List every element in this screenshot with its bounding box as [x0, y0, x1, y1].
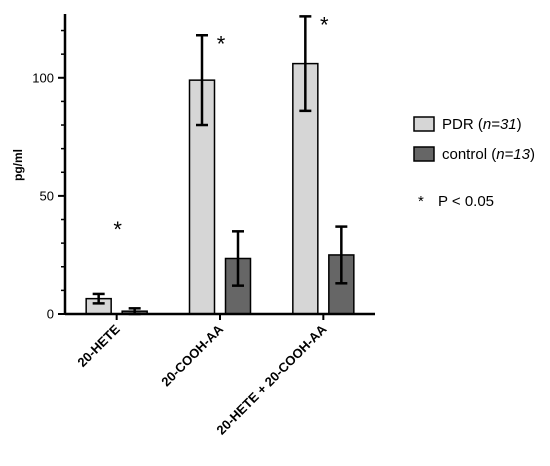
legend-swatch-control	[413, 146, 435, 162]
category-label: 20-COOH-AA	[158, 321, 226, 389]
significance-star: *	[113, 217, 122, 242]
legend-significance-marker: *	[418, 193, 424, 210]
legend-significance-note: P < 0.05	[438, 193, 494, 210]
bars-layer	[85, 15, 355, 316]
y-tick-label: 50	[40, 188, 54, 203]
legend-label: control (n=13)	[442, 146, 535, 163]
y-tick-label: 0	[47, 307, 54, 322]
significance-star: *	[217, 31, 226, 56]
significance-star: *	[320, 12, 329, 37]
y-axis-title: pg/ml	[11, 149, 25, 181]
category-label: 20-HETE + 20-COOH-AA	[213, 321, 330, 438]
category-label: 20-HETE	[74, 321, 123, 370]
legend-label: PDR (n=31)	[442, 116, 522, 133]
legend-swatch-pdr	[413, 116, 435, 132]
y-tick-label: 100	[32, 70, 54, 85]
legend: PDR (n=31) control (n=13) * P < 0.05	[413, 116, 535, 210]
